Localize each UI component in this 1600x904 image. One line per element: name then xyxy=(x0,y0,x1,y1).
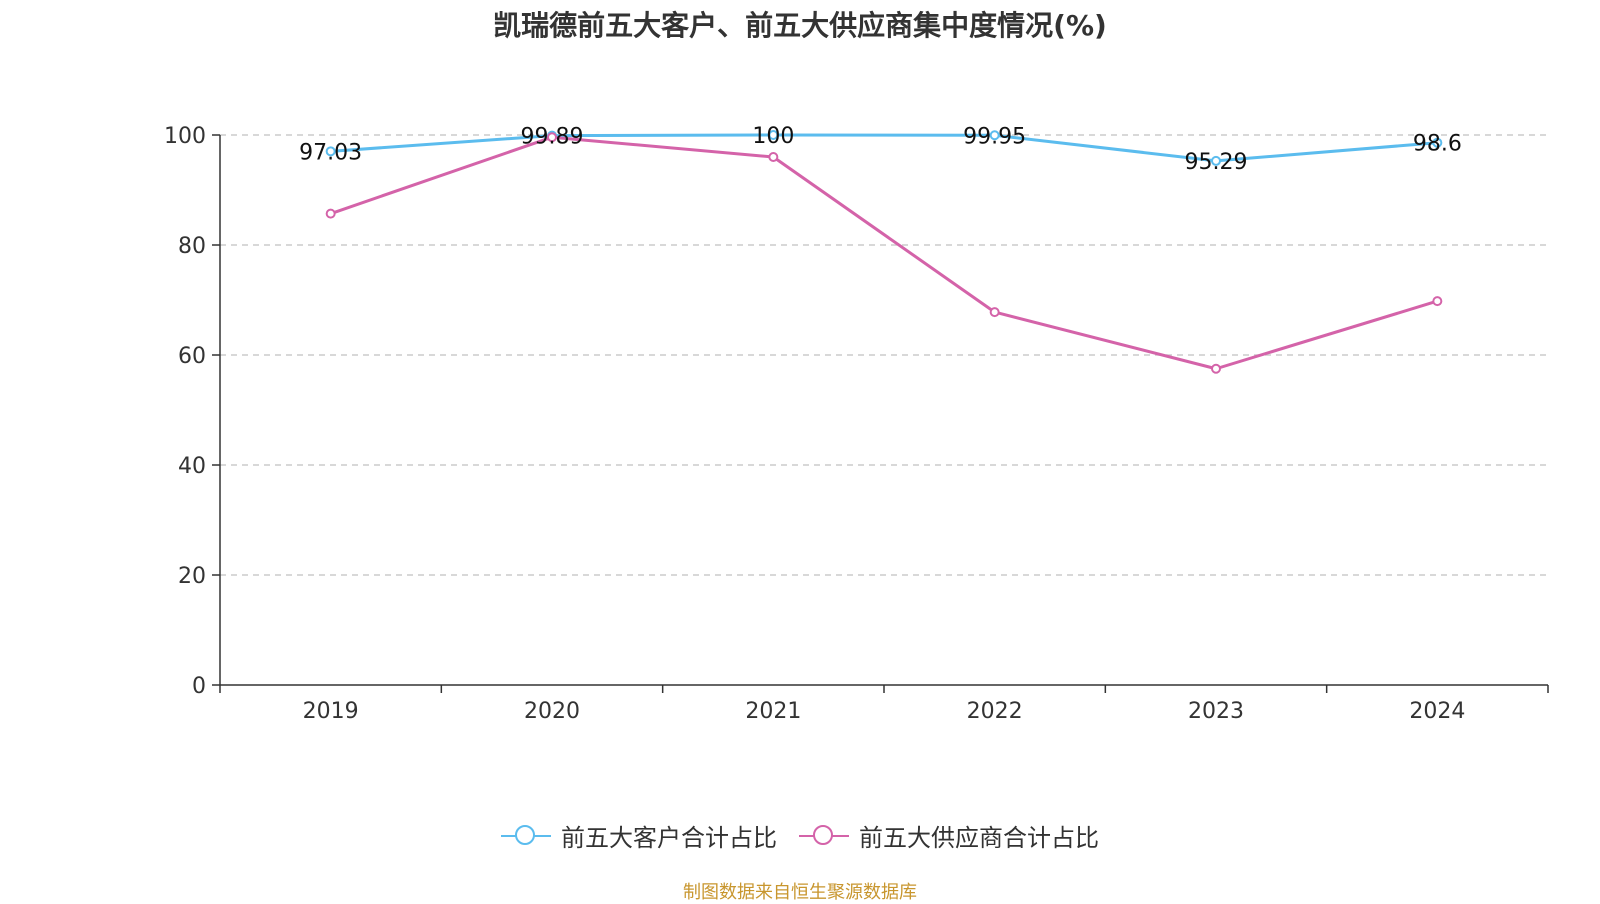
series-line-suppliers xyxy=(330,135,1438,371)
data-point-suppliers-2022[interactable] xyxy=(989,307,1000,318)
data-labels: 97.03 99.89 100 99.95 95.29 98.6 xyxy=(299,124,1462,175)
data-point-customers-2023[interactable] xyxy=(1211,155,1221,166)
y-tick-label: 20 xyxy=(178,564,206,589)
data-point-customers-2019[interactable] xyxy=(325,146,336,157)
x-tick-label-2022: 2022 xyxy=(967,699,1023,724)
y-tick-label: 0 xyxy=(192,674,206,699)
data-label-2023: 95.29 xyxy=(1185,150,1248,175)
data-point-customers-2024[interactable] xyxy=(1432,137,1443,148)
x-tick-label-2020: 2020 xyxy=(524,699,580,724)
legend-item-suppliers[interactable]: 前五大供应商合计占比 xyxy=(799,818,1099,853)
series-line-customers xyxy=(330,133,1438,163)
y-tick-label: 100 xyxy=(164,124,206,149)
y-tick-label: 60 xyxy=(178,344,206,369)
data-label-2020: 99.89 xyxy=(521,125,584,150)
x-tick-label-2023: 2023 xyxy=(1188,699,1244,724)
data-point-customers-2021[interactable] xyxy=(768,130,779,140)
data-label-2024: 98.6 xyxy=(1413,132,1462,157)
source-note: 制图数据来自恒生聚源数据库 xyxy=(683,882,917,903)
data-point-suppliers-2020[interactable] xyxy=(547,132,557,143)
data-point-suppliers-2021[interactable] xyxy=(768,152,779,162)
axes: 0 20 40 60 80 100 2019 2020 2021 2022 2023 2024 xyxy=(164,124,1549,724)
x-tick-label-2024: 2024 xyxy=(1409,699,1465,724)
data-label-2021: 100 xyxy=(752,124,794,149)
legend-item-customers[interactable]: 前五大客户合计占比 xyxy=(501,818,777,853)
legend-suppliers-marker-icon xyxy=(799,822,849,850)
legend-customers-label: 前五大客户合计占比 xyxy=(561,824,777,852)
x-tick-label-2019: 2019 xyxy=(303,699,359,724)
legend: 前五大客户合计占比 前五大供应商合计占比 xyxy=(0,818,1600,853)
legend-suppliers-label: 前五大供应商合计占比 xyxy=(859,824,1099,852)
data-point-suppliers-2023[interactable] xyxy=(1211,363,1221,374)
legend-customers-marker-icon xyxy=(501,822,551,850)
data-label-2022: 99.95 xyxy=(963,124,1026,149)
data-label-2019: 97.03 xyxy=(299,140,362,165)
series-lines xyxy=(325,130,1443,374)
x-tick-label-2021: 2021 xyxy=(745,699,801,724)
chart-title: 凯瑞德前五大客户、前五大供应商集中度情况(%) xyxy=(493,9,1107,42)
grid-lines xyxy=(220,134,1548,576)
data-point-suppliers-2019[interactable] xyxy=(325,208,336,219)
data-point-suppliers-2024[interactable] xyxy=(1432,296,1443,307)
data-point-customers-2022[interactable] xyxy=(989,130,1000,141)
y-tick-label: 40 xyxy=(178,454,206,479)
y-tick-label: 80 xyxy=(178,234,206,259)
